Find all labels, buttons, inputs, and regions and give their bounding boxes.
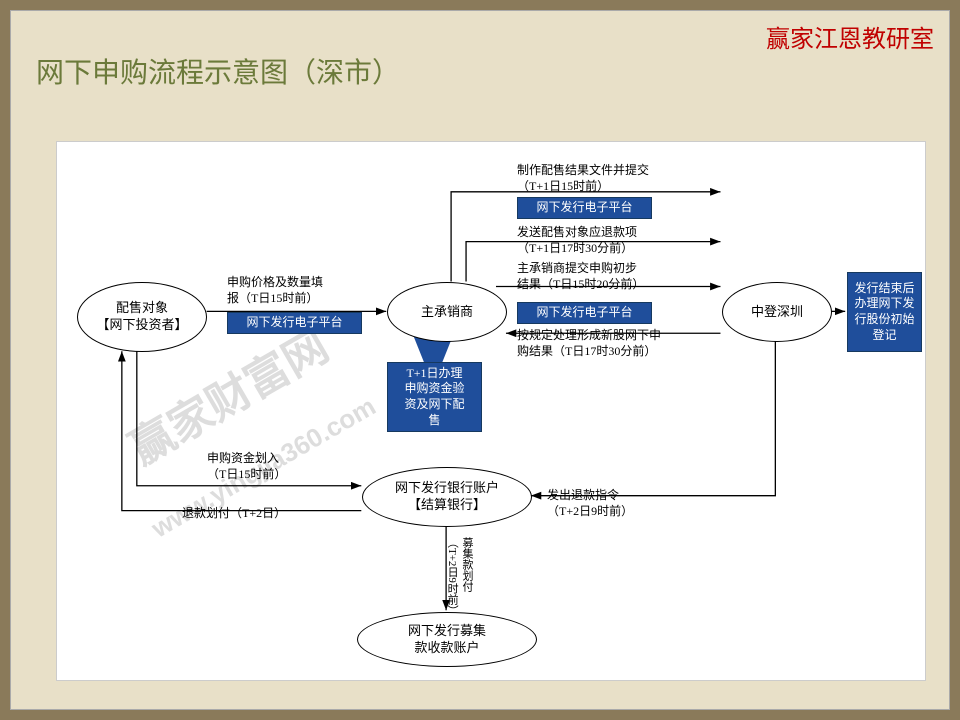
- label-prelim: 主承销商提交申购初步 结果（T日15时20分前）: [517, 260, 707, 292]
- node-text-2: 【网下投资者】: [96, 317, 187, 332]
- node-text: 网下发行银行账户: [395, 480, 499, 495]
- node-text: 配售对象: [116, 300, 168, 315]
- label-raise: 募集款划付 （T+2日9时前）: [454, 537, 474, 612]
- bluebox-platform-3: 网下发行电子平台: [517, 302, 652, 324]
- node-zhongdeng: 中登深圳: [722, 282, 832, 342]
- node-text: 网下发行募集: [408, 623, 486, 638]
- node-text-2: 款收款账户: [414, 640, 479, 655]
- node-underwriter: 主承销商: [387, 282, 507, 342]
- bluebox-platform-1: 网下发行电子平台: [227, 312, 362, 334]
- bluebox-register: 发行结束后 办理网下发 行股份初始 登记: [847, 272, 922, 352]
- node-bank: 网下发行银行账户【结算银行】: [362, 467, 532, 527]
- label-backfn: 退款划付（T+2日）: [182, 505, 342, 521]
- node-investor: 配售对象【网下投资者】: [77, 282, 207, 352]
- label-refund: 发送配售对象应退款项 （T+1日17时30分前）: [517, 224, 707, 256]
- bluebox-platform-2: 网下发行电子平台: [517, 197, 652, 219]
- bluebox-verify: T+1日办理 申购资金验 资及网下配 售: [387, 362, 482, 432]
- diagram-panel: 赢家财富网 www.yingjia360.com 配售对象【网下投资者】: [56, 141, 926, 681]
- page-title: 网下申购流程示意图（深市）: [36, 51, 400, 91]
- label-result: 按规定处理形成新股网下申 购结果（T日17时30分前）: [517, 327, 727, 359]
- node-text: 主承销商: [421, 304, 473, 319]
- label-price: 申购价格及数量填 报（T日15时前）: [227, 274, 377, 306]
- label-make: 制作配售结果文件并提交 （T+1日15时前）: [517, 162, 707, 194]
- brand-label: 赢家江恩教研室: [766, 19, 934, 54]
- label-fundin: 申购资金划入 （T日15时前）: [207, 450, 347, 482]
- node-text: 中登深圳: [751, 304, 803, 319]
- node-text-2: 【结算银行】: [408, 497, 486, 512]
- label-order: 发出退款指令 （T+2日9时前）: [547, 487, 717, 519]
- node-raise-account: 网下发行募集款收款账户: [357, 612, 537, 667]
